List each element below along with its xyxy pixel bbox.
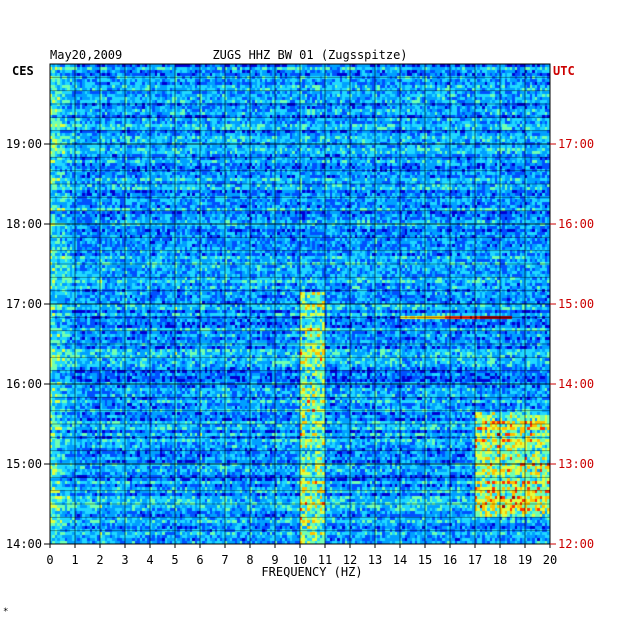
x-tick-label: 14 [393, 553, 407, 567]
y-tick-label-right: 12:00 [558, 537, 594, 551]
date-label: May20,2009 [50, 48, 122, 62]
x-tick-label: 15 [418, 553, 432, 567]
x-tick-label: 3 [121, 553, 128, 567]
x-tick-label: 10 [293, 553, 307, 567]
x-tick-label: 11 [318, 553, 332, 567]
x-tick-label: 8 [246, 553, 253, 567]
x-tick-label: 7 [221, 553, 228, 567]
x-tick-label: 17 [468, 553, 482, 567]
y-tick-label-left: 15:00 [6, 457, 42, 471]
right-timezone-label: UTC [553, 64, 575, 78]
x-tick-label: 18 [493, 553, 507, 567]
x-tick-label: 6 [196, 553, 203, 567]
x-tick-label: 12 [343, 553, 357, 567]
x-tick-label: 19 [518, 553, 532, 567]
y-tick-label-left: 16:00 [6, 377, 42, 391]
x-tick-label: 0 [46, 553, 53, 567]
y-tick-label-right: 17:00 [558, 137, 594, 151]
y-tick-label-right: 15:00 [558, 297, 594, 311]
x-tick-label: 1 [71, 553, 78, 567]
left-timezone-label: CES [12, 64, 34, 78]
x-tick-label: 5 [171, 553, 178, 567]
y-tick-label-left: 19:00 [6, 137, 42, 151]
y-tick-label-left: 14:00 [6, 537, 42, 551]
station-label: ZUGS HHZ BW 01 (Zugsspitze) [212, 48, 407, 62]
y-tick-label-right: 13:00 [558, 457, 594, 471]
x-tick-label: 9 [271, 553, 278, 567]
y-axis-left: 19:00 18:00 17:00 16:00 15:00 14:00 [6, 137, 50, 551]
y-tick-label-left: 18:00 [6, 217, 42, 231]
x-tick-label: 2 [96, 553, 103, 567]
grid-lines [49, 63, 551, 545]
x-tick-label: 16 [443, 553, 457, 567]
x-tick-label: 4 [146, 553, 153, 567]
x-tick-label: 13 [368, 553, 382, 567]
y-tick-label-left: 17:00 [6, 297, 42, 311]
x-axis: 0 1 2 3 4 5 6 7 8 9 10 11 12 13 14 15 16 17 18 19 20 [46, 544, 557, 567]
y-tick-label-right: 16:00 [558, 217, 594, 231]
corner-mark: * [3, 607, 8, 617]
x-axis-label: FREQUENCY (HZ) [261, 565, 362, 579]
y-tick-label-right: 14:00 [558, 377, 594, 391]
x-tick-label: 20 [543, 553, 557, 567]
y-axis-right: 17:00 16:00 15:00 14:00 13:00 12:00 [550, 137, 594, 551]
